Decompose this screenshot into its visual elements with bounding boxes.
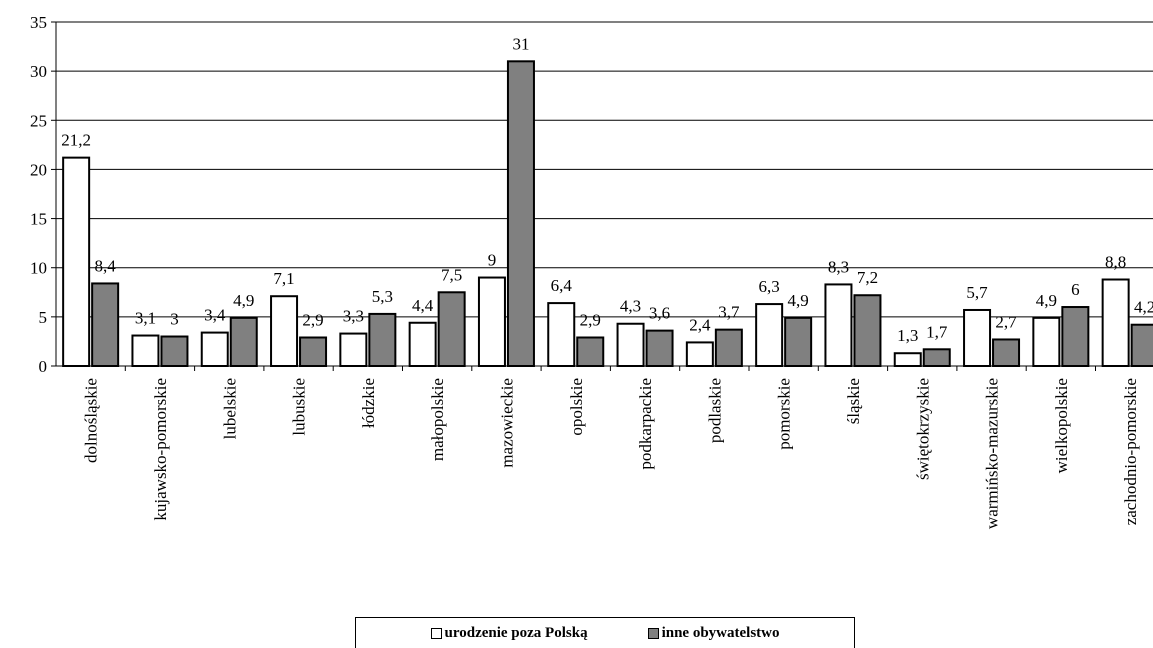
data-label: 8,3: [828, 257, 849, 276]
bar-other-citizenship: [645, 329, 674, 368]
bar-born-abroad: [824, 283, 853, 367]
bar-other-citizenship: [91, 282, 120, 367]
bar-born-abroad: [963, 308, 992, 367]
bar-born-abroad: [1101, 278, 1130, 368]
category-label: łódzkie: [359, 378, 378, 428]
data-label: 2,9: [302, 310, 323, 329]
category-label: podlaskie: [705, 378, 724, 443]
bar-born-abroad: [270, 295, 299, 367]
bar-born-abroad: [616, 322, 645, 368]
category-label: mazowieckie: [497, 378, 516, 468]
data-label: 1,3: [897, 326, 918, 345]
category-label: opolskie: [567, 378, 586, 436]
bar-born-abroad: [1032, 316, 1061, 367]
legend-item-other-citizenship: inne obywatelstwo: [647, 624, 780, 642]
bar-other-citizenship: [576, 336, 605, 367]
data-label: 9: [488, 251, 497, 270]
data-label: 7,5: [441, 265, 462, 284]
bar-born-abroad: [408, 321, 437, 367]
data-label: 7,2: [857, 268, 878, 287]
data-label: 1,7: [926, 322, 948, 341]
data-label: 3,6: [649, 304, 670, 323]
bar-born-abroad: [339, 332, 368, 367]
data-label: 6,3: [759, 277, 780, 296]
category-label: dolnośląskie: [82, 378, 101, 463]
bar-other-citizenship: [299, 336, 328, 367]
bar-other-citizenship: [506, 60, 535, 367]
data-label: 8,4: [95, 256, 117, 275]
bar-other-citizenship: [784, 316, 813, 367]
legend: urodzenie poza Polską inne obywatelstwo: [355, 617, 855, 648]
data-label: 21,2: [61, 131, 91, 150]
bar-born-abroad: [685, 341, 714, 368]
legend-swatch-white: [430, 627, 442, 639]
bar-born-abroad: [62, 156, 91, 367]
data-label: 5,7: [966, 283, 988, 302]
data-label: 2,9: [580, 310, 601, 329]
y-tick-label: 15: [30, 210, 47, 229]
bar-other-citizenship: [853, 294, 882, 367]
data-label: 7,1: [273, 269, 294, 288]
y-tick-label: 35: [30, 13, 47, 32]
bar-born-abroad: [755, 303, 784, 367]
y-tick-label: 20: [30, 160, 47, 179]
data-label: 4,9: [233, 291, 254, 310]
data-label: 3: [170, 310, 179, 329]
category-label: kujawsko-pomorskie: [151, 378, 170, 521]
bar-other-citizenship: [160, 335, 189, 367]
category-label: pomorskie: [775, 378, 794, 450]
bar-other-citizenship: [229, 316, 258, 367]
bar-born-abroad: [477, 276, 506, 367]
y-tick-label: 30: [30, 62, 47, 81]
bar-born-abroad: [200, 331, 229, 367]
data-label: 6,4: [551, 276, 573, 295]
data-label: 4,9: [1036, 291, 1057, 310]
bar-other-citizenship: [992, 338, 1021, 368]
y-tick-label: 25: [30, 111, 47, 130]
y-tick-label: 0: [39, 357, 48, 376]
category-label: podkarpackie: [636, 378, 655, 470]
data-label: 4,4: [412, 296, 434, 315]
y-tick-label: 10: [30, 259, 47, 278]
data-label: 8,8: [1105, 253, 1126, 272]
data-label: 2,7: [995, 312, 1017, 331]
bar-other-citizenship: [437, 291, 466, 367]
bar-born-abroad: [893, 352, 922, 368]
data-label: 4,2: [1134, 298, 1153, 317]
category-label: świętokrzyskie: [913, 378, 932, 480]
bar-other-citizenship: [1130, 323, 1153, 367]
data-label: 4,3: [620, 297, 641, 316]
category-label: śląskie: [844, 378, 863, 424]
bar-born-abroad: [547, 302, 576, 367]
legend-item-born-abroad: urodzenie poza Polską: [430, 624, 588, 642]
data-label: 3,4: [204, 306, 226, 325]
data-label: 2,4: [689, 315, 711, 334]
y-tick-label: 5: [39, 308, 48, 327]
data-label: 3,7: [718, 303, 740, 322]
bar-other-citizenship: [922, 348, 951, 368]
data-label: 5,3: [372, 287, 393, 306]
category-label: wielkopolskie: [1052, 378, 1071, 473]
category-label: lubuskie: [290, 378, 309, 436]
legend-label-born-abroad: urodzenie poza Polską: [444, 624, 588, 641]
data-label: 3,3: [343, 307, 364, 326]
legend-swatch-gray: [647, 627, 659, 639]
bar-other-citizenship: [714, 328, 743, 367]
category-label: małopolskie: [428, 378, 447, 461]
legend-label-other-citizenship: inne obywatelstwo: [661, 624, 780, 641]
data-label: 4,9: [788, 291, 809, 310]
category-label: warmińsko-mazurskie: [983, 378, 1002, 529]
category-label: lubelskie: [220, 378, 239, 439]
data-label: 3,1: [135, 309, 156, 328]
bar-other-citizenship: [1061, 306, 1090, 367]
bar-born-abroad: [131, 334, 160, 368]
data-label: 31: [512, 34, 529, 53]
data-label: 6: [1071, 280, 1080, 299]
bar-other-citizenship: [368, 312, 397, 367]
category-label: zachodnio-pomorskie: [1121, 378, 1140, 525]
